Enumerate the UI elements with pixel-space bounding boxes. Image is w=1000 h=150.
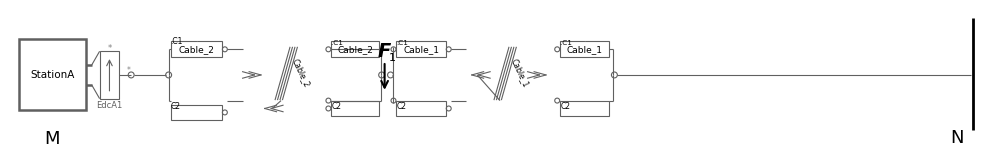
Text: Cable_1: Cable_1 — [567, 45, 603, 54]
Text: N: N — [950, 129, 963, 147]
Text: M: M — [45, 130, 60, 148]
Text: .: . — [195, 35, 198, 44]
Text: C2: C2 — [396, 102, 406, 111]
Text: F: F — [378, 42, 391, 61]
Bar — [560, 41, 609, 57]
Text: *: * — [126, 66, 130, 75]
Text: Cable_2: Cable_2 — [178, 45, 214, 54]
Bar — [331, 101, 379, 116]
Text: C2: C2 — [331, 102, 341, 111]
Bar — [19, 39, 86, 110]
Text: 1: 1 — [389, 53, 396, 63]
Bar — [560, 101, 609, 116]
Text: Cable_2: Cable_2 — [290, 57, 311, 89]
Text: .C1: .C1 — [331, 40, 345, 46]
Text: Cable_1: Cable_1 — [403, 45, 439, 54]
Text: .: . — [584, 35, 586, 44]
Text: .C1: .C1 — [396, 40, 408, 46]
Bar — [171, 41, 222, 57]
Text: C2: C2 — [560, 102, 570, 111]
Bar — [396, 101, 446, 116]
Text: StationA: StationA — [30, 70, 74, 80]
Text: .C1: .C1 — [560, 40, 574, 46]
Bar — [171, 105, 222, 120]
Text: Cable_1: Cable_1 — [509, 57, 530, 89]
Bar — [100, 51, 119, 99]
Bar — [331, 41, 379, 57]
Text: .C1: .C1 — [171, 37, 183, 46]
Text: Cable_2: Cable_2 — [337, 45, 373, 54]
Text: EdcA1: EdcA1 — [96, 101, 123, 110]
Text: *: * — [107, 44, 112, 53]
Text: C2: C2 — [171, 102, 181, 111]
Bar — [396, 41, 446, 57]
